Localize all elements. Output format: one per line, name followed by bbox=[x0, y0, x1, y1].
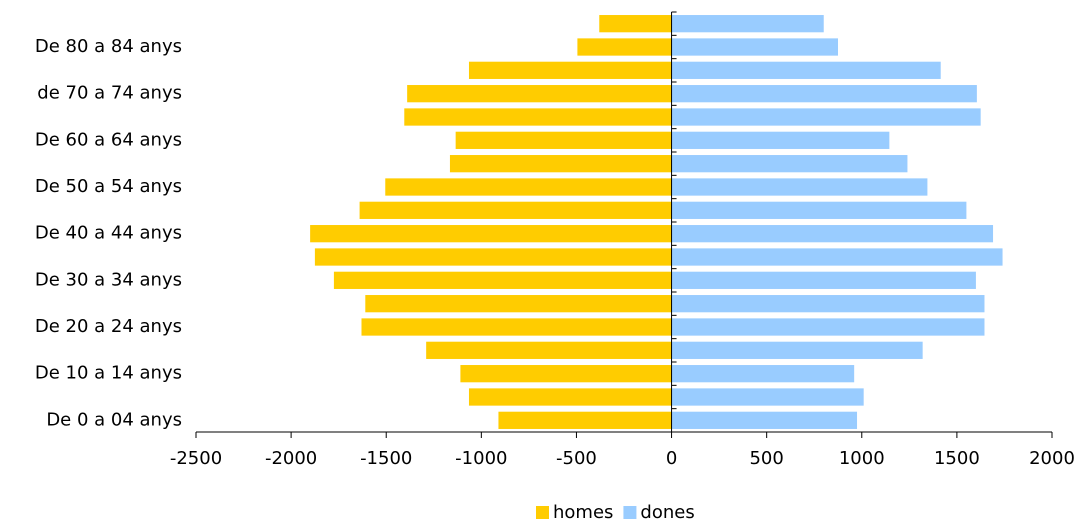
category-label: De 10 a 14 anys bbox=[35, 363, 182, 384]
bar-dones-5 bbox=[671, 295, 985, 313]
category-label: de 70 a 74 anys bbox=[37, 83, 182, 104]
bar-homes-3 bbox=[426, 341, 672, 359]
bar-dones-2 bbox=[671, 365, 855, 383]
x-tick-label: 2000 bbox=[1029, 448, 1075, 469]
bar-homes-12 bbox=[455, 131, 672, 149]
bar-homes-10 bbox=[385, 178, 672, 196]
x-tick-label: -2500 bbox=[170, 448, 222, 469]
category-label: De 40 a 44 anys bbox=[35, 223, 182, 244]
category-label: De 80 a 84 anys bbox=[35, 36, 182, 57]
bar-dones-16 bbox=[671, 38, 838, 56]
bar-dones-17 bbox=[671, 15, 824, 33]
bar-homes-16 bbox=[577, 38, 672, 56]
legend: homes dones bbox=[536, 502, 695, 523]
bar-homes-15 bbox=[468, 61, 672, 79]
x-tick-label: 1000 bbox=[839, 448, 885, 469]
bar-dones-4 bbox=[671, 318, 985, 336]
legend-swatch-dones bbox=[623, 506, 637, 519]
bar-dones-9 bbox=[671, 201, 967, 219]
category-labels: De 0 a 04 anys De 10 a 14 anys De 20 a 24 … bbox=[35, 36, 182, 430]
bar-dones-14 bbox=[671, 85, 977, 103]
legend-label-dones: dones bbox=[640, 502, 694, 523]
bar-homes-0 bbox=[498, 411, 672, 429]
x-tick-label: -2000 bbox=[265, 448, 317, 469]
bar-dones-8 bbox=[671, 225, 994, 243]
bar-homes-1 bbox=[468, 388, 672, 406]
bar-homes-5 bbox=[365, 295, 672, 313]
x-tick-label: 0 bbox=[666, 448, 677, 469]
bar-dones-3 bbox=[671, 341, 923, 359]
bar-dones-7 bbox=[671, 248, 1003, 266]
bar-homes-2 bbox=[460, 365, 672, 383]
bar-dones-11 bbox=[671, 155, 908, 173]
x-tick-label: 500 bbox=[749, 448, 783, 469]
category-label: De 0 a 04 anys bbox=[46, 409, 182, 430]
category-label: De 50 a 54 anys bbox=[35, 176, 182, 197]
legend-swatch-homes bbox=[536, 506, 549, 519]
x-tick-label: -1000 bbox=[455, 448, 507, 469]
tick-labels: -2500 -2000 -1500 -1000 -500 0 500 1000 1500 2000 bbox=[170, 448, 1075, 469]
bar-homes-13 bbox=[404, 108, 672, 126]
bar-homes-8 bbox=[310, 225, 672, 243]
bar-homes-6 bbox=[333, 271, 672, 289]
bar-dones-10 bbox=[671, 178, 928, 196]
bar-dones-15 bbox=[671, 61, 941, 79]
bar-homes-14 bbox=[407, 85, 672, 103]
bar-dones-13 bbox=[671, 108, 981, 126]
x-tick-label: -500 bbox=[556, 448, 597, 469]
bar-homes-17 bbox=[599, 15, 672, 33]
bar-homes-7 bbox=[314, 248, 672, 266]
category-label: De 60 a 64 anys bbox=[35, 129, 182, 150]
legend-label-homes: homes bbox=[553, 502, 613, 523]
category-label: De 20 a 24 anys bbox=[35, 316, 182, 337]
bar-dones-1 bbox=[671, 388, 864, 406]
axes-layer bbox=[195, 11, 1053, 438]
x-tick-label: -1500 bbox=[360, 448, 412, 469]
x-tick-label: 1500 bbox=[934, 448, 980, 469]
bar-dones-12 bbox=[671, 131, 890, 149]
bar-homes-11 bbox=[449, 155, 672, 173]
bar-dones-0 bbox=[671, 411, 858, 429]
category-label: De 30 a 34 anys bbox=[35, 269, 182, 290]
bars-layer bbox=[310, 15, 1003, 429]
bar-homes-9 bbox=[359, 201, 672, 219]
bar-homes-4 bbox=[361, 318, 672, 336]
bar-dones-6 bbox=[671, 271, 976, 289]
